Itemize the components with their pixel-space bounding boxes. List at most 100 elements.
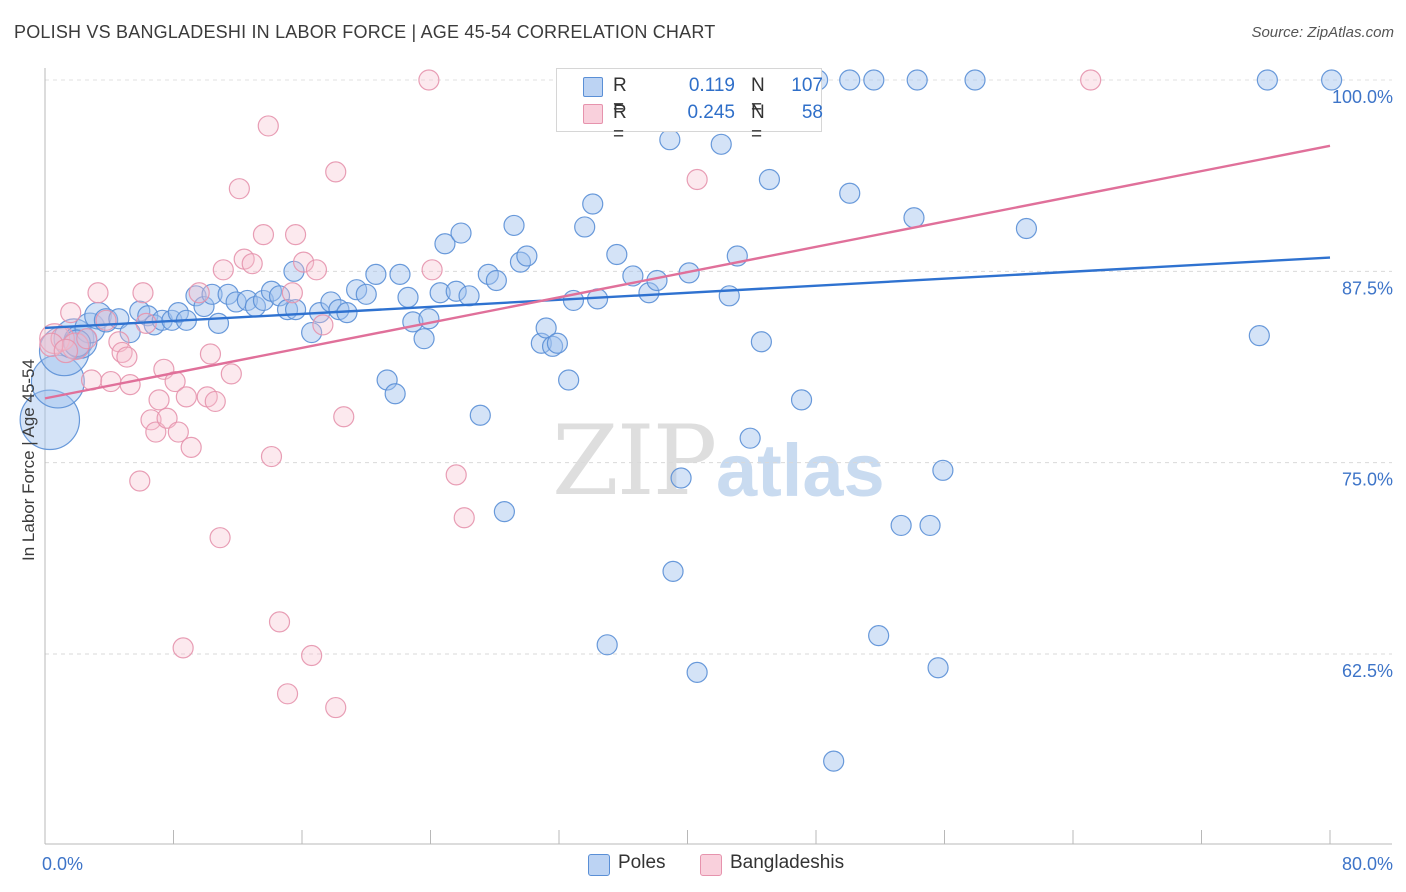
point-bangladeshis — [132, 282, 154, 304]
point-bangladeshis — [167, 421, 189, 443]
point-bangladeshis — [228, 178, 250, 200]
point-poles — [1015, 217, 1038, 240]
point-poles — [384, 383, 406, 405]
point-bangladeshis — [129, 470, 151, 492]
point-poles — [750, 331, 772, 353]
point-poles — [927, 657, 949, 679]
y-axis-title: In Labor Force | Age 45-54 — [19, 359, 38, 561]
point-bangladeshis — [116, 346, 138, 368]
point-bangladeshis — [418, 69, 440, 91]
point-bangladeshis — [281, 282, 303, 304]
poles-n-value: 107 — [791, 75, 823, 96]
point-bangladeshis — [257, 115, 279, 137]
point-bangladeshis — [1080, 69, 1102, 91]
chart-title: POLISH VS BANGLADESHI IN LABOR FORCE | A… — [14, 22, 716, 42]
point-bangladeshis — [60, 302, 82, 324]
point-bangladeshis — [301, 644, 323, 667]
point-poles — [863, 69, 885, 91]
legend-label-bangladeshis: Bangladeshis — [730, 852, 845, 873]
point-poles — [758, 168, 781, 191]
point-bangladeshis — [180, 436, 202, 458]
point-poles — [19, 389, 81, 451]
point-bangladeshis — [148, 389, 170, 411]
point-poles — [516, 245, 538, 267]
point-bangladeshis — [268, 611, 291, 633]
point-poles — [903, 207, 925, 229]
y-tick-label: 100.0% — [1332, 87, 1393, 107]
point-bangladeshis — [95, 309, 117, 331]
point-poles — [839, 69, 861, 91]
point-bangladeshis — [156, 407, 178, 429]
point-bangladeshis — [172, 637, 194, 659]
point-poles — [328, 299, 350, 321]
point-poles — [1256, 69, 1278, 91]
x-tick-label: 0.0% — [42, 854, 83, 874]
point-poles — [185, 285, 207, 307]
point-bangladeshis — [209, 527, 231, 549]
point-bangladeshis — [87, 282, 109, 304]
point-poles — [582, 193, 604, 215]
point-poles — [503, 214, 525, 237]
bangladeshis-n-value: 58 — [801, 102, 823, 123]
point-bangladeshis — [204, 390, 226, 413]
point-poles — [458, 285, 480, 307]
point-poles — [790, 389, 813, 411]
series-poles — [19, 69, 1343, 772]
point-bangladeshis — [686, 168, 708, 191]
point-poles — [493, 501, 515, 523]
legend-stats: R = 0.119 N = 107 R = 0.245 N = 58 — [556, 68, 823, 145]
point-poles — [252, 289, 275, 312]
point-poles — [217, 283, 239, 305]
point-poles — [558, 369, 580, 391]
point-poles — [389, 263, 411, 285]
point-poles — [670, 467, 692, 489]
trend-line-poles — [44, 256, 1331, 330]
point-poles — [207, 312, 230, 334]
point-poles — [434, 233, 456, 255]
point-poles — [739, 427, 761, 449]
point-poles — [1248, 325, 1270, 347]
point-bangladeshis — [445, 464, 467, 486]
point-bangladeshis — [453, 507, 475, 529]
point-poles — [718, 285, 740, 307]
point-poles — [429, 282, 451, 304]
point-poles — [413, 328, 435, 350]
point-bangladeshis — [100, 370, 122, 393]
point-poles — [469, 404, 491, 426]
point-poles — [596, 634, 618, 656]
point-poles — [906, 69, 928, 91]
point-poles — [355, 283, 377, 305]
axes — [44, 68, 1392, 845]
point-poles — [919, 514, 941, 537]
x-tick-label: 80.0% — [1342, 854, 1393, 874]
point-poles — [450, 222, 472, 244]
point-poles — [418, 308, 440, 330]
point-poles — [445, 280, 467, 302]
point-bangladeshis — [421, 259, 443, 281]
point-poles — [193, 295, 215, 318]
grid-lines — [45, 79, 1392, 655]
poles-swatch — [583, 77, 603, 97]
point-bangladeshis — [119, 374, 141, 396]
point-bangladeshis — [199, 343, 222, 365]
point-poles — [365, 263, 387, 285]
bangladeshis-r-value: 0.245 — [687, 102, 735, 123]
r-label: R = — [613, 102, 627, 145]
point-bangladeshis — [39, 332, 64, 358]
point-poles — [509, 251, 532, 273]
poles-swatch — [588, 854, 610, 876]
point-bangladeshis — [241, 253, 263, 275]
point-poles — [167, 302, 189, 324]
point-poles — [932, 459, 954, 481]
point-poles — [606, 243, 628, 266]
point-poles — [964, 69, 986, 91]
r-label: R = — [613, 75, 627, 118]
point-bangladeshis — [260, 445, 283, 468]
bangladeshis-swatch — [700, 854, 722, 876]
point-poles — [1321, 69, 1343, 91]
point-bangladeshis — [252, 223, 275, 246]
point-bangladeshis — [276, 683, 299, 705]
point-bangladeshis — [53, 338, 79, 364]
point-poles — [710, 133, 732, 155]
